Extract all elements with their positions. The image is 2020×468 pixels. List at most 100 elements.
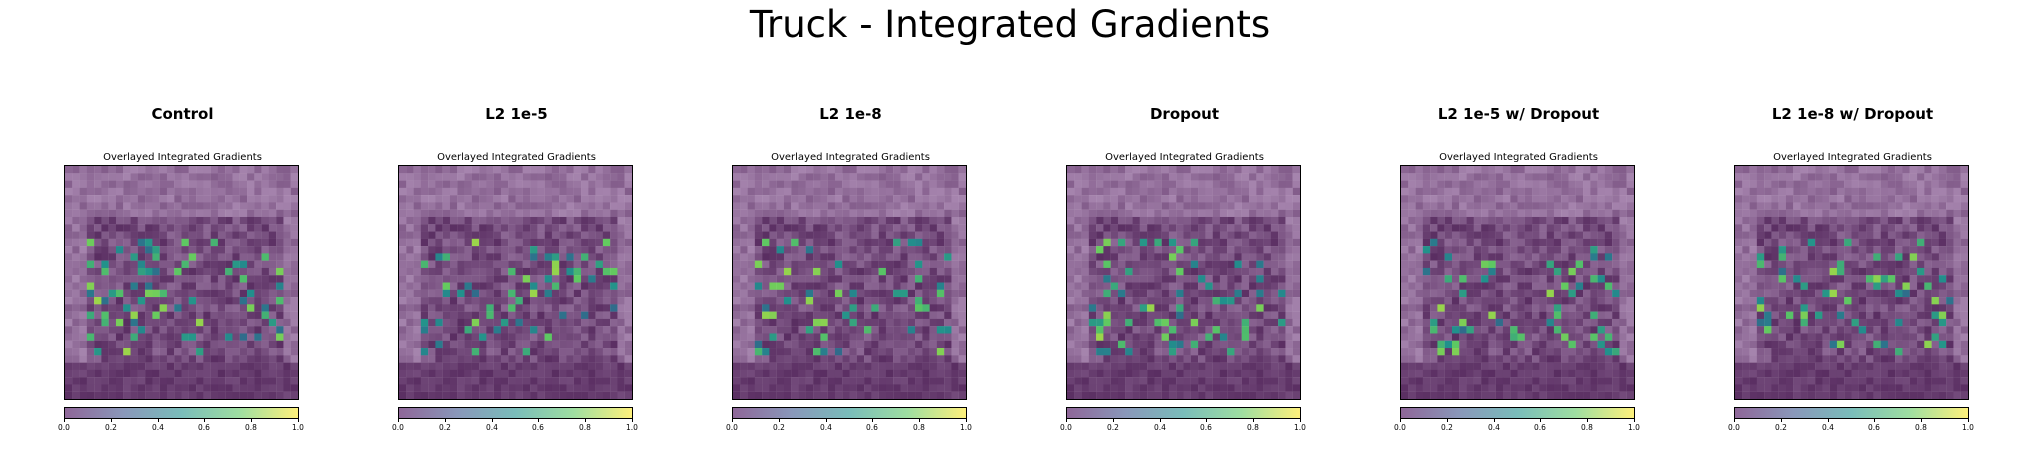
heatmap-cell [958, 260, 966, 269]
heatmap-cell [1415, 216, 1423, 225]
heatmap-cell [1590, 180, 1598, 188]
heatmap-cell [1459, 173, 1467, 181]
heatmap-cell [471, 377, 480, 385]
heatmap-cell [907, 340, 916, 349]
heatmap-cell [1451, 297, 1460, 305]
heatmap-cell [1183, 202, 1191, 210]
heatmap-cell [798, 355, 806, 363]
heatmap-cell [261, 195, 270, 203]
heatmap-cell [123, 216, 131, 225]
heatmap-cell [1110, 304, 1119, 312]
heatmap-cell [747, 173, 755, 181]
heatmap-cell [1147, 391, 1155, 399]
heatmap-cell [1459, 333, 1467, 341]
heatmap-cell [1459, 202, 1467, 210]
heatmap-cell [769, 391, 777, 399]
heatmap-cell [791, 384, 799, 392]
heatmap-cell [783, 391, 792, 399]
heatmap-cell [944, 267, 952, 276]
heatmap-cell [261, 166, 270, 174]
heatmap-cell [442, 238, 451, 247]
heatmap-cell [1546, 318, 1555, 327]
heatmap-cell [159, 180, 168, 188]
heatmap-cell [1110, 377, 1119, 385]
heatmap-cell [196, 275, 204, 283]
heatmap-cell [610, 216, 618, 225]
heatmap-cell [420, 348, 429, 356]
heatmap-cell [1488, 224, 1496, 232]
heatmap-cell [457, 173, 465, 181]
heatmap-cell [1561, 260, 1569, 269]
heatmap-cell [530, 231, 538, 239]
heatmap-cell [137, 267, 146, 276]
heatmap-cell [471, 355, 480, 363]
heatmap-cell [1292, 282, 1300, 290]
heatmap-cell [1110, 202, 1119, 210]
heatmap-cell [94, 333, 102, 341]
heatmap-cell [1234, 253, 1242, 261]
heatmap-cell [820, 297, 828, 305]
heatmap-cell [624, 224, 632, 232]
heatmap-cell [878, 391, 887, 399]
heatmap-cell [428, 340, 436, 349]
heatmap-cell [1234, 369, 1242, 378]
heatmap-cell [457, 304, 465, 312]
heatmap-cell [1147, 202, 1155, 210]
heatmap-cell [1241, 246, 1250, 254]
heatmap-cell [610, 187, 618, 196]
overlay-heatmap [64, 165, 299, 400]
heatmap-cell [1597, 297, 1606, 305]
heatmap-cell [1110, 209, 1119, 218]
heatmap-cell [137, 326, 146, 334]
heatmap-cell [573, 180, 582, 188]
heatmap-cell [783, 246, 792, 254]
heatmap-cell [813, 187, 821, 196]
heatmap-cell [776, 348, 785, 356]
heatmap-cell [951, 362, 959, 371]
heatmap-cell [944, 260, 952, 269]
heatmap-cell [457, 297, 465, 305]
heatmap-cell [747, 209, 755, 218]
heatmap-cell [239, 304, 248, 312]
heatmap-cell [479, 187, 487, 196]
heatmap-cell [457, 348, 465, 356]
heatmap-cell [145, 318, 153, 327]
heatmap-cell [79, 195, 87, 203]
heatmap-cell [115, 311, 124, 320]
heatmap-cell [1081, 348, 1089, 356]
heatmap-cell [1517, 246, 1525, 254]
heatmap-cell [232, 355, 240, 363]
heatmap-cell [871, 267, 879, 276]
heatmap-cell [849, 180, 857, 188]
heatmap-cell [530, 297, 538, 305]
heatmap-cell [834, 377, 843, 385]
heatmap-cell [1561, 304, 1569, 312]
heatmap-cell [1597, 304, 1606, 312]
heatmap-cell [79, 340, 87, 349]
heatmap-cell [152, 348, 160, 356]
heatmap-cell [196, 304, 204, 312]
heatmap-cell [1117, 180, 1126, 188]
heatmap-cell [1278, 216, 1286, 225]
heatmap-cell [1539, 238, 1547, 247]
heatmap-cell [1154, 384, 1162, 392]
heatmap-cell [65, 246, 73, 254]
heatmap-cell [1401, 260, 1409, 269]
heatmap-cell [471, 253, 480, 261]
heatmap-cell [1249, 195, 1257, 203]
heatmap-cell [1466, 231, 1474, 239]
heatmap-cell [1270, 224, 1279, 232]
heatmap-cell [225, 369, 233, 378]
heatmap-cell [1568, 246, 1576, 254]
heatmap-cell [420, 253, 429, 261]
heatmap-cell [1292, 362, 1300, 371]
heatmap-cell [457, 282, 465, 290]
heatmap-cell [827, 304, 836, 312]
heatmap-cell [1256, 384, 1264, 392]
heatmap-cell [1081, 318, 1089, 327]
heatmap-cell [152, 246, 160, 254]
heatmap-cell [1132, 369, 1140, 378]
heatmap-cell [65, 166, 73, 174]
heatmap-cell [290, 173, 298, 181]
heatmap-cell [1147, 246, 1155, 254]
